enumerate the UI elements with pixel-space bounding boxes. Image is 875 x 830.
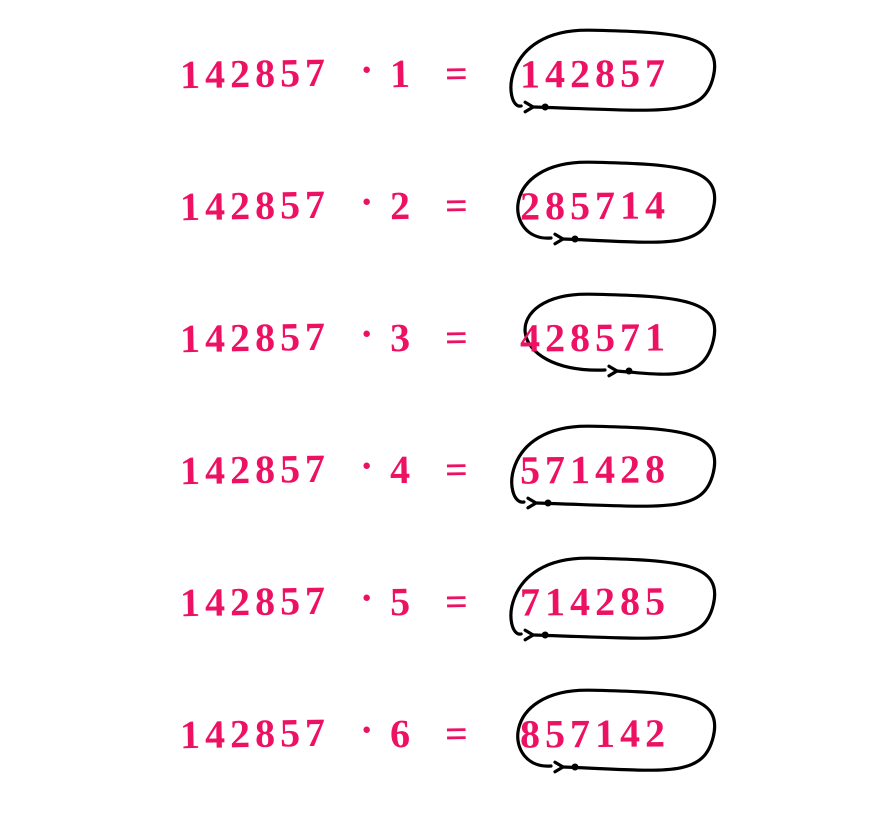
result-wrap: 714285	[520, 578, 670, 625]
product: 142857	[520, 49, 670, 97]
start-dot-icon	[626, 368, 633, 375]
equals-sign: =	[445, 578, 474, 625]
cyclic-number-diagram: 142857·1=142857142857·2=285714142857·3=4…	[0, 0, 875, 830]
equals-sign: =	[445, 314, 474, 361]
equation-row: 142857 ·4 = 571428	[0, 426, 875, 546]
result-wrap: 571428	[520, 446, 670, 493]
multiplicand: 142857	[180, 49, 331, 99]
equals-sign: =	[445, 50, 474, 97]
multiplicand: 142857	[180, 181, 331, 231]
equation-row: 142857 ·6 = 857142	[0, 690, 875, 810]
arrowhead-icon	[525, 630, 533, 640]
multiply-dot-icon: ·	[360, 574, 379, 621]
multiplicand: 142857	[180, 709, 331, 759]
multiply-dot-icon: ·	[360, 178, 379, 225]
product: 857142	[520, 709, 670, 757]
start-dot-icon	[542, 632, 549, 639]
multiplier: 2	[390, 182, 416, 229]
result-wrap: 142857	[520, 50, 670, 97]
multiplicand: 142857	[180, 445, 331, 495]
equation-row: 142857 ·2 = 285714	[0, 162, 875, 282]
multiplier: 5	[390, 578, 416, 625]
multiplicand: 142857	[180, 577, 331, 627]
start-dot-icon	[572, 764, 579, 771]
start-dot-icon	[542, 104, 549, 111]
multiply-dot-icon: ·	[360, 46, 379, 93]
equation-row: 142857 ·5 = 714285	[0, 558, 875, 678]
product: 714285	[520, 577, 670, 625]
multiplicand: 142857	[180, 313, 331, 363]
multiply-dot-icon: ·	[360, 310, 379, 357]
arrowhead-icon	[555, 762, 563, 772]
product: 285714	[520, 181, 670, 229]
start-dot-icon	[572, 236, 579, 243]
multiply-dot-icon: ·	[360, 442, 379, 489]
arrowhead-icon	[555, 234, 563, 244]
multiplier: 1	[390, 50, 416, 97]
arrowhead-icon	[609, 366, 617, 376]
equals-sign: =	[445, 710, 474, 757]
product: 571428	[520, 445, 670, 493]
multiply-dot-icon: ·	[360, 706, 379, 753]
multiplier: 6	[390, 710, 416, 757]
multiplier: 4	[390, 446, 416, 493]
arrowhead-icon	[525, 102, 533, 112]
multiplier: 3	[390, 314, 416, 361]
start-dot-icon	[545, 500, 552, 507]
result-wrap: 285714	[520, 182, 670, 229]
result-wrap: 857142	[520, 710, 670, 757]
result-wrap: 428571	[520, 314, 670, 361]
equals-sign: =	[445, 446, 474, 493]
arrowhead-icon	[528, 498, 536, 508]
product: 428571	[520, 313, 670, 361]
equals-sign: =	[445, 182, 474, 229]
equation-row: 142857 ·3 = 428571	[0, 294, 875, 414]
equation-row: 142857 ·1 = 142857	[0, 30, 875, 150]
